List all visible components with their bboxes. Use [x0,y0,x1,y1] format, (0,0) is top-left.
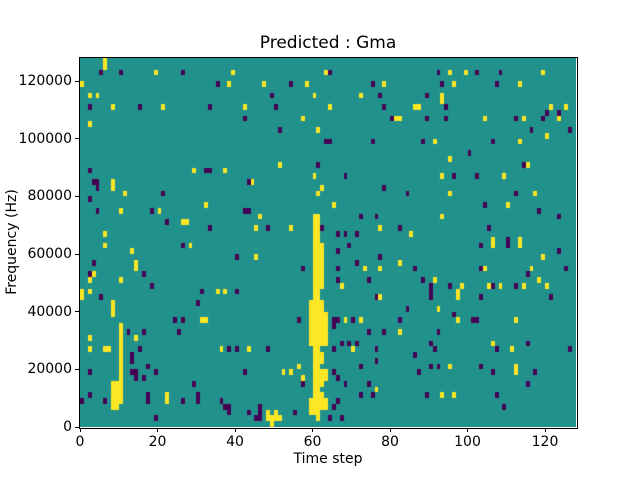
axes-frame [79,57,578,429]
y-tick [75,253,79,255]
y-tick-label: 20000 [27,361,72,378]
chart-title: Predicted : Gma [259,33,397,53]
y-tick [75,80,79,82]
y-tick-label: 60000 [27,246,72,263]
x-tick-label: 0 [75,434,85,450]
x-tick [312,428,313,432]
heatmap-canvas [80,58,576,427]
y-tick-label: 80000 [27,188,72,205]
x-tick-label: 60 [303,434,322,450]
x-tick-label: 20 [148,434,167,450]
y-tick-label: 40000 [27,303,72,320]
x-axis-label: Time step [293,451,363,467]
x-tick [157,428,158,432]
y-tick [75,311,79,313]
x-tick-label: 100 [454,434,481,450]
x-tick [79,428,81,432]
x-tick-label: 120 [531,434,559,450]
x-tick-label: 40 [226,434,244,450]
x-tick [389,428,391,432]
y-tick [75,426,79,428]
x-tick [234,428,236,432]
y-tick-label: 100000 [18,130,72,147]
y-tick [75,138,79,140]
y-tick-label: 120000 [18,73,72,90]
x-tick [544,428,546,432]
x-tick [467,428,468,432]
y-tick [75,368,79,370]
y-tick-label: 0 [63,419,72,435]
y-tick [75,195,79,197]
x-tick-label: 80 [381,434,399,450]
